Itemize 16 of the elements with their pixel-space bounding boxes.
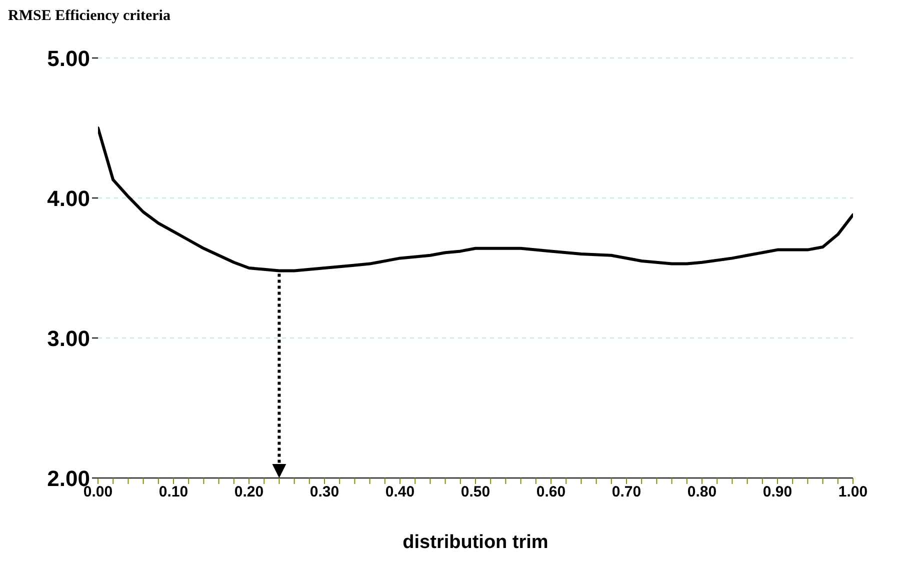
- line-series: [98, 126, 853, 272]
- x-tick-label: 0.90: [762, 484, 792, 501]
- x-axis-title: distribution trim: [402, 532, 548, 553]
- x-tick-label: 0.30: [310, 484, 340, 501]
- x-tick-label: 0.50: [460, 484, 490, 501]
- x-tick-label: 0.60: [536, 484, 566, 501]
- x-tick-label: 0.20: [234, 484, 264, 501]
- x-tick-label: 0.70: [612, 484, 642, 501]
- y-tick-label: 3.00: [47, 326, 90, 351]
- y-tick-label: 5.00: [47, 46, 90, 71]
- x-tick-label: 1.00: [838, 484, 868, 501]
- x-tick-label: 0.80: [687, 484, 717, 501]
- x-tick-label: 0.10: [158, 484, 188, 501]
- x-tick-label: 0.40: [385, 484, 415, 501]
- y-tick-label: 4.00: [47, 186, 90, 211]
- y-axis-title: RMSE Efficiency criteria: [8, 8, 170, 25]
